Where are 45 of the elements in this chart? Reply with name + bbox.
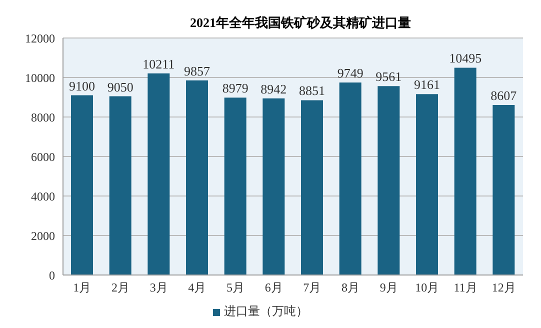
x-tick-label: 9月 <box>380 280 398 295</box>
y-tick-label: 4000 <box>31 189 55 204</box>
bar <box>301 100 323 275</box>
legend-label: 进口量（万吨） <box>224 304 308 318</box>
y-tick-label: 8000 <box>31 110 55 124</box>
y-tick-label: 6000 <box>31 150 55 164</box>
x-tick-label: 7月 <box>303 280 322 295</box>
data-label: 9749 <box>337 65 364 80</box>
bar <box>454 68 476 275</box>
x-tick-label: 12月 <box>492 280 516 295</box>
data-label: 8979 <box>222 80 248 96</box>
bar <box>109 96 132 275</box>
data-label: 8851 <box>299 83 325 98</box>
bar <box>378 86 400 275</box>
bar <box>148 73 170 275</box>
x-tick-label: 11月 <box>454 280 478 295</box>
x-tick-label: 10月 <box>415 280 440 295</box>
bar <box>262 98 285 275</box>
y-tick-label: 0 <box>49 268 55 282</box>
data-label: 10495 <box>449 50 482 66</box>
y-tick-label: 2000 <box>31 228 55 243</box>
bar <box>71 95 93 275</box>
bar <box>224 98 246 275</box>
y-tick-label: 12000 <box>25 31 55 46</box>
chart-title: 2021年全年我国铁矿砂及其精矿进口量 <box>190 15 411 30</box>
data-label: 9857 <box>184 63 210 78</box>
bar <box>416 94 438 275</box>
x-tick-label: 8月 <box>342 280 360 295</box>
x-tick-label: 6月 <box>264 280 283 295</box>
data-label: 9050 <box>107 79 134 94</box>
bar <box>339 82 362 275</box>
x-tick-label: 5月 <box>226 280 244 295</box>
y-tick-label: 10000 <box>25 70 55 85</box>
x-tick-label: 4月 <box>188 280 206 295</box>
x-tick-label: 2月 <box>112 280 130 295</box>
x-tick-label: 1月 <box>73 280 92 295</box>
bar <box>186 80 208 275</box>
data-label: 8607 <box>490 88 518 104</box>
bar <box>492 105 515 275</box>
data-label: 9561 <box>376 69 402 84</box>
data-label: 9100 <box>69 78 95 94</box>
data-label: 8942 <box>260 81 287 96</box>
x-tick-label: 3月 <box>150 280 168 295</box>
data-label: 10211 <box>142 56 175 72</box>
data-label: 9161 <box>414 77 440 92</box>
